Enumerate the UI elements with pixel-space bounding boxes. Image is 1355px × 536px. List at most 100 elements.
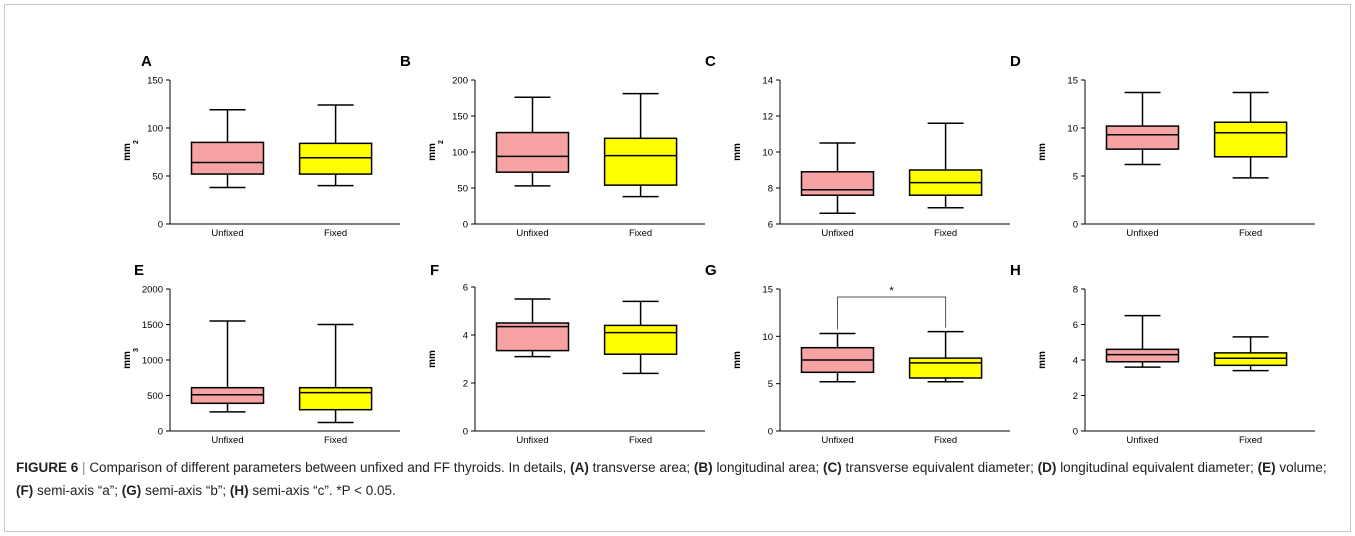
- panel-e-y-tick-label: 1500: [142, 320, 163, 331]
- panel-d-y-axis-label: mm: [1037, 143, 1048, 161]
- panel-e-box-fixed-iqr: [298, 386, 373, 411]
- panel-b-x-tick-label: Fixed: [629, 228, 652, 239]
- caption-key-b: (B): [693, 460, 713, 475]
- panel-c-y-axis-label: mm: [732, 143, 743, 161]
- panel-b-letter: B: [400, 53, 411, 70]
- panel-f-y-tick-label: 0: [463, 427, 468, 438]
- panel-e-y-axis-label: mm: [122, 351, 133, 369]
- panel-h-x-tick-label: Fixed: [1239, 435, 1262, 446]
- panel-e-y-tick-label: 0: [158, 427, 163, 438]
- panel-b-y-tick-label: 150: [452, 112, 468, 123]
- panel-f-letter: F: [430, 262, 439, 279]
- panel-a-y-tick-label: 50: [152, 172, 163, 183]
- panel-g-significance-marker: *: [889, 285, 894, 297]
- caption-text-h: semi-axis “c”. *P < 0.05.: [252, 483, 396, 498]
- caption-key-d: (D): [1037, 460, 1057, 475]
- panel-a-letter: A: [141, 53, 152, 70]
- caption-key-h: (H): [229, 483, 249, 498]
- panel-h-box-fixed-iqr: [1213, 352, 1288, 367]
- panel-g-y-tick-label: 10: [762, 332, 773, 343]
- panel-f-y-tick-label: 2: [463, 379, 468, 390]
- figure-caption: FIGURE 6 | Comparison of different param…: [16, 456, 1334, 502]
- caption-key-a: (A): [570, 460, 589, 475]
- caption-text-e: volume;: [1279, 460, 1327, 475]
- panel-g-letter: G: [705, 262, 717, 279]
- panel-b-box-fixed-iqr: [603, 137, 678, 186]
- panel-a-y-axis-label-sup: 2: [133, 140, 140, 144]
- caption-key-g: (G): [121, 483, 142, 498]
- panel-b-box-unfixed-iqr: [495, 131, 570, 173]
- panel-g-y-tick-label: 15: [762, 285, 773, 296]
- panel-h-y-axis-label: mm: [1037, 351, 1048, 369]
- caption-key-f: (F): [16, 483, 34, 498]
- panel-b-y-tick-label: 50: [457, 184, 468, 195]
- panel-e-x-tick-label: Unfixed: [211, 435, 243, 446]
- panel-h-letter: H: [1010, 262, 1021, 279]
- figure-frame: [4, 4, 1351, 532]
- panel-a-y-axis-label: mm: [122, 143, 133, 161]
- panel-g-significance-bracket: [837, 296, 947, 330]
- panel-g-x-tick-label: Fixed: [934, 435, 957, 446]
- panel-g-y-axis-label: mm: [732, 351, 743, 369]
- panel-a-y-tick-label: 100: [147, 124, 163, 135]
- panel-c-letter: C: [705, 53, 716, 70]
- panel-b-y-tick-label: 200: [452, 76, 468, 87]
- panel-h-box-unfixed-iqr: [1105, 348, 1180, 363]
- panel-d-x-tick-label: Unfixed: [1126, 228, 1158, 239]
- panel-h-x-tick-label: Unfixed: [1126, 435, 1158, 446]
- panel-f-x-tick-label: Unfixed: [516, 435, 548, 446]
- panel-h-y-tick-label: 4: [1073, 356, 1078, 367]
- panel-c-x-tick-label: Fixed: [934, 228, 957, 239]
- caption-text-g: semi-axis “b”;: [145, 483, 227, 498]
- panel-a-y-tick-label: 0: [158, 220, 163, 231]
- panel-a-x-tick-label: Fixed: [324, 228, 347, 239]
- caption-text-b: longitudinal area;: [716, 460, 820, 475]
- panel-e-y-tick-label: 1000: [142, 356, 163, 367]
- panel-g-box-fixed-iqr: [908, 357, 983, 379]
- panel-f-y-tick-label: 6: [463, 283, 468, 294]
- panel-a-box-fixed-iqr: [298, 142, 373, 175]
- panel-e-y-axis-label-sup: 3: [133, 348, 140, 352]
- panel-b-x-tick-label: Unfixed: [516, 228, 548, 239]
- panel-g-y-tick-label: 5: [768, 379, 773, 390]
- panel-b-y-axis-label-sup: 2: [438, 140, 445, 144]
- caption-text-f: semi-axis “a”;: [37, 483, 119, 498]
- panel-a-y-tick-label: 150: [147, 76, 163, 87]
- panel-d-y-tick-label: 10: [1067, 124, 1078, 135]
- panel-a-x-tick-label: Unfixed: [211, 228, 243, 239]
- panel-c-y-tick-label: 8: [768, 184, 773, 195]
- panel-c-x-tick-label: Unfixed: [821, 228, 853, 239]
- panel-h-y-tick-label: 8: [1073, 285, 1078, 296]
- panel-f-y-tick-label: 4: [463, 331, 468, 342]
- caption-intro: Comparison of different parameters betwe…: [89, 460, 567, 475]
- figure-label: FIGURE 6: [16, 460, 79, 475]
- panel-e-y-tick-label: 500: [147, 391, 163, 402]
- panel-d-x-tick-label: Fixed: [1239, 228, 1262, 239]
- panel-f-box-unfixed-iqr: [495, 322, 570, 352]
- panel-e-y-tick-label: 2000: [142, 285, 163, 296]
- panel-e-letter: E: [134, 262, 144, 279]
- panel-h-y-tick-label: 0: [1073, 427, 1078, 438]
- panel-c-y-tick-label: 14: [762, 76, 773, 87]
- panel-g-x-tick-label: Unfixed: [821, 435, 853, 446]
- panel-b-y-axis-label: mm: [427, 143, 438, 161]
- panel-h-y-tick-label: 2: [1073, 391, 1078, 402]
- panel-b-y-tick-label: 100: [452, 148, 468, 159]
- panel-e-x-tick-label: Fixed: [324, 435, 347, 446]
- caption-key-c: (C): [823, 460, 842, 475]
- panel-c-y-tick-label: 6: [768, 220, 773, 231]
- panel-b-y-tick-label: 0: [463, 220, 468, 231]
- caption-text-a: transverse area;: [592, 460, 691, 475]
- panel-f-x-tick-label: Fixed: [629, 435, 652, 446]
- panel-d-box-unfixed-iqr: [1105, 125, 1180, 150]
- caption-key-e: (E): [1257, 460, 1276, 475]
- panel-g-y-tick-label: 0: [768, 427, 773, 438]
- panel-d-box-fixed-iqr: [1213, 121, 1288, 158]
- panel-c-box-unfixed-iqr: [800, 171, 875, 196]
- panel-h-y-tick-label: 6: [1073, 320, 1078, 331]
- panel-f-box-fixed-iqr: [603, 324, 678, 355]
- caption-text-c: transverse equivalent diameter;: [845, 460, 1034, 475]
- panel-c-y-tick-label: 10: [762, 148, 773, 159]
- panel-f-y-axis-label: mm: [427, 350, 438, 368]
